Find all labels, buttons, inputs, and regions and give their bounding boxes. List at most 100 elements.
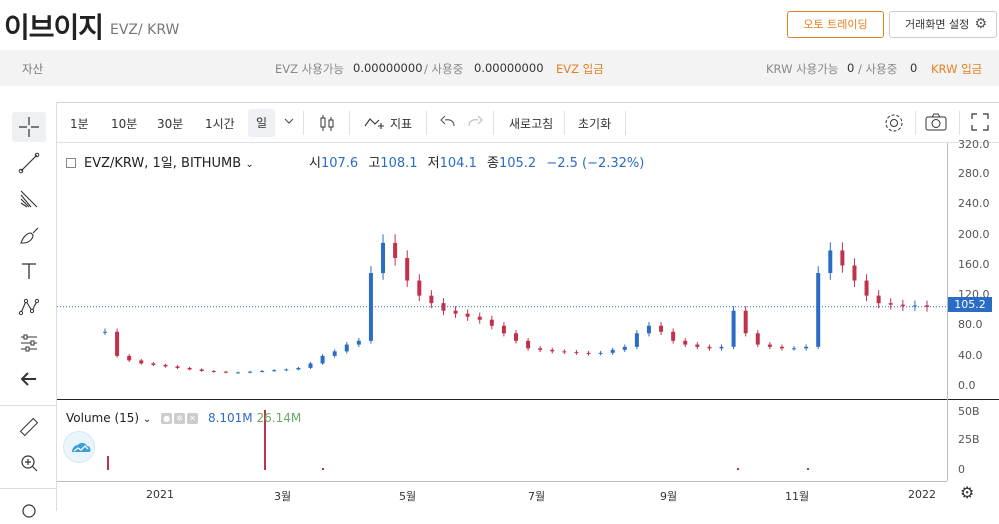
candle[interactable]: [393, 242, 398, 258]
candle[interactable]: [115, 331, 120, 356]
chart-area[interactable]: [57, 143, 947, 481]
settings-icon[interactable]: ✲: [174, 413, 186, 424]
interval-30m[interactable]: 30분: [157, 117, 184, 131]
fib-tool-icon[interactable]: [12, 184, 46, 214]
candle[interactable]: [840, 250, 845, 266]
candle[interactable]: [925, 305, 929, 307]
pattern-tool-icon[interactable]: [12, 292, 46, 322]
candle[interactable]: [683, 340, 688, 345]
candle[interactable]: [622, 346, 627, 350]
candle[interactable]: [598, 352, 603, 354]
candle[interactable]: [719, 346, 724, 349]
candle[interactable]: [103, 331, 107, 333]
interval-1m[interactable]: 1분: [70, 117, 89, 131]
candle[interactable]: [574, 352, 579, 354]
candle[interactable]: [344, 344, 349, 352]
candle[interactable]: [888, 303, 893, 305]
candle[interactable]: [320, 355, 325, 364]
candle[interactable]: [199, 369, 204, 371]
candle[interactable]: [501, 325, 506, 334]
candle[interactable]: [163, 364, 168, 367]
candle[interactable]: [646, 325, 651, 334]
candle-type-icon[interactable]: [318, 113, 336, 136]
candle[interactable]: [550, 349, 555, 352]
candle[interactable]: [175, 366, 180, 368]
redo-icon[interactable]: [467, 114, 483, 131]
collapse-legend-icon[interactable]: [66, 157, 76, 168]
remove-icon[interactable]: ✕: [187, 413, 199, 424]
candle[interactable]: [731, 310, 736, 347]
trend-line-tool-icon[interactable]: [12, 148, 46, 178]
candle[interactable]: [707, 346, 712, 349]
candle[interactable]: [804, 346, 809, 349]
candle[interactable]: [211, 370, 216, 372]
back-arrow-icon[interactable]: [12, 364, 46, 394]
candle[interactable]: [429, 295, 434, 304]
eye-icon[interactable]: ●: [161, 413, 173, 424]
pane-divider[interactable]: [57, 399, 999, 400]
candle[interactable]: [526, 340, 531, 349]
candle[interactable]: [586, 352, 591, 354]
chevron-down-icon[interactable]: [284, 115, 294, 129]
candle[interactable]: [514, 333, 518, 341]
time-axis[interactable]: 2021 3월 5월 7월 9월 11월 2022: [57, 481, 947, 511]
candle[interactable]: [671, 331, 676, 341]
candle[interactable]: [695, 344, 700, 347]
candle[interactable]: [381, 242, 386, 274]
candle[interactable]: [828, 250, 833, 274]
symbol-label[interactable]: EVZ/KRW, 1일, BITHUMB: [84, 156, 242, 171]
interval-1d[interactable]: 일: [248, 109, 276, 137]
candle[interactable]: [139, 360, 144, 364]
candle[interactable]: [743, 310, 748, 334]
text-tool-icon[interactable]: [12, 256, 46, 286]
settings-gear-icon[interactable]: [883, 112, 905, 137]
chevron-down-icon[interactable]: ⌄: [142, 414, 152, 425]
candle[interactable]: [284, 369, 289, 371]
candle[interactable]: [792, 348, 797, 350]
candle[interactable]: [912, 305, 917, 307]
candle[interactable]: [779, 346, 784, 349]
candle[interactable]: [852, 265, 857, 281]
candle[interactable]: [755, 333, 760, 345]
auto-trading-button[interactable]: 오토 트레이딩: [787, 11, 884, 38]
fullscreen-icon[interactable]: [971, 113, 989, 134]
candle[interactable]: [767, 344, 772, 347]
candle[interactable]: [332, 351, 337, 356]
candle[interactable]: [368, 273, 373, 341]
brush-tool-icon[interactable]: [12, 220, 46, 250]
candle[interactable]: [900, 304, 905, 307]
chevron-down-icon[interactable]: ⌄: [245, 159, 254, 170]
candle[interactable]: [876, 295, 881, 304]
candle[interactable]: [477, 316, 482, 320]
candle[interactable]: [127, 355, 132, 361]
candle[interactable]: [610, 349, 615, 353]
screen-settings-button[interactable]: 거래화면 설정 ⚙: [889, 11, 997, 38]
indicator-icon[interactable]: [364, 114, 386, 133]
candle[interactable]: [151, 363, 156, 365]
candle[interactable]: [816, 273, 821, 347]
candle[interactable]: [187, 367, 192, 370]
reset-button[interactable]: 초기화: [578, 117, 612, 131]
candle[interactable]: [864, 280, 869, 296]
candle[interactable]: [308, 363, 313, 368]
crosshair-tool-icon[interactable]: [12, 112, 46, 142]
candle[interactable]: [296, 367, 301, 370]
price-chart[interactable]: [57, 143, 947, 481]
candle[interactable]: [356, 340, 361, 345]
zoom-in-icon[interactable]: [12, 448, 46, 478]
prediction-tool-icon[interactable]: [12, 328, 46, 358]
price-axis[interactable]: 320.0 280.0 240.0 200.0 160.0 120.0 80.0…: [947, 138, 999, 481]
candle[interactable]: [659, 325, 664, 332]
indicator-button[interactable]: 지표: [390, 117, 413, 131]
magnet-tool-icon[interactable]: [12, 494, 46, 524]
candle[interactable]: [248, 371, 253, 373]
interval-1h[interactable]: 1시간: [205, 117, 235, 131]
candle[interactable]: [453, 310, 458, 314]
candle[interactable]: [538, 348, 543, 350]
refresh-button[interactable]: 새로고침: [509, 117, 554, 131]
axis-settings-gear-icon[interactable]: ⚙: [960, 483, 975, 502]
candle[interactable]: [272, 370, 277, 372]
candle[interactable]: [441, 303, 446, 311]
candle[interactable]: [405, 257, 410, 281]
candle[interactable]: [417, 280, 422, 296]
